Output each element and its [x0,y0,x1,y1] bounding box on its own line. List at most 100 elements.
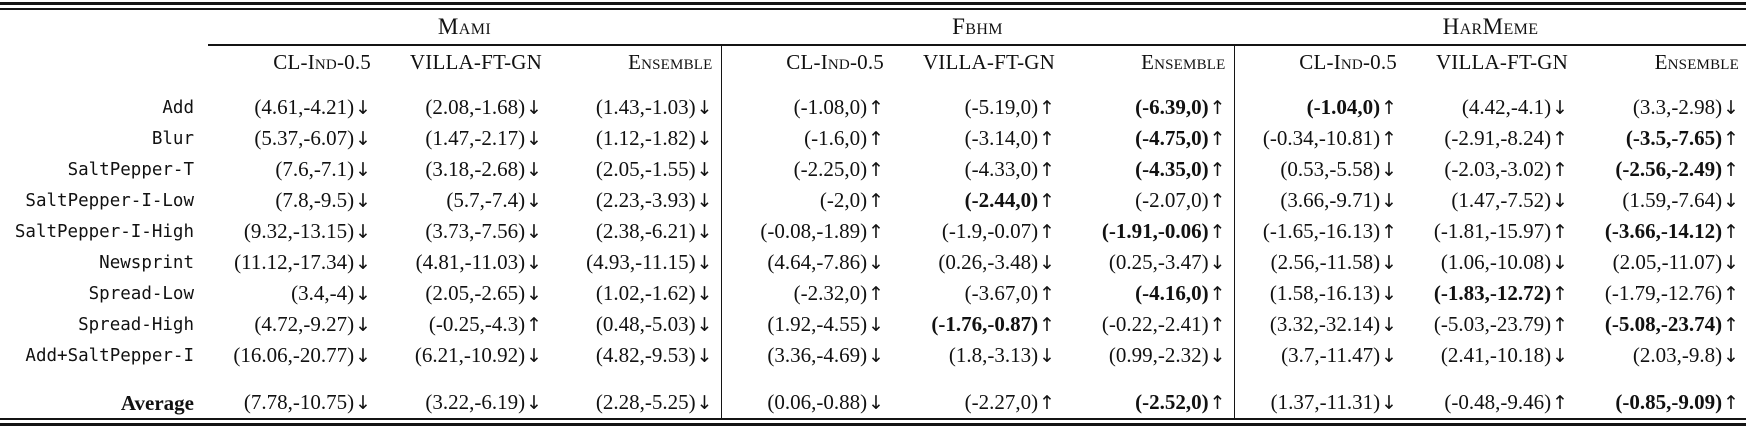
value-cell: (1.06,-10.08)↓ [1405,247,1576,278]
arrow-down-icon: ↓ [355,97,371,119]
value-cell: (3.32,-32.14)↓ [1233,309,1406,340]
arrow-down-icon: ↓ [696,97,713,119]
value-cell: (0.26,-3.48)↓ [892,247,1063,278]
delta-value: (7.6,-7.1) [275,157,355,181]
delta-value: (-1.83,-12.72) [1433,281,1552,305]
delta-value: (-1.08,0) [793,95,868,119]
delta-value: (4.81,-11.03) [415,250,526,274]
delta-value: (2.08,-1.68) [425,95,526,119]
value-cell: (-1.9,-0.07)↑ [892,216,1063,247]
value-cell: (1.47,-7.52)↓ [1405,185,1576,216]
table-row: Spread-High (4.72,-9.27)↓ (-0.25,-4.3)↑ (0.… [0,309,1746,340]
arrow-down-icon: ↓ [1552,97,1569,119]
value-cell: (-0.34,-10.81)↑ [1233,123,1406,154]
value-cell: (-2.03,-3.02)↑ [1405,154,1576,185]
delta-value: (3.7,-11.47) [1281,343,1381,367]
arrow-up-icon: ↑ [526,314,542,336]
delta-value: (-1.91,-0.06) [1101,219,1209,243]
delta-value: (1.47,-7.52) [1451,188,1552,212]
delta-value: (0.06,-0.88) [767,390,868,414]
column-header: CL-Ind-0.5 [1233,45,1406,78]
value-cell: (5.37,-6.07)↓ [208,123,379,154]
arrow-down-icon: ↓ [696,314,713,336]
value-cell: (-3.5,-7.65)↑ [1576,123,1746,154]
value-cell: (-0.25,-4.3)↑ [379,309,550,340]
average-row: Average (7.78,-10.75)↓ (3.22,-6.19)↓ (2.28,… [0,371,1746,418]
value-cell: (-0.22,-2.41)↑ [1063,309,1234,340]
arrow-up-icon: ↑ [1552,128,1569,150]
arrow-up-icon: ↑ [1723,221,1740,243]
arrow-down-icon: ↓ [1039,345,1056,367]
value-cell: (0.48,-5.03)↓ [550,309,721,340]
delta-value: (-3.14,0) [964,126,1039,150]
value-cell: (-4.33,0)↑ [892,154,1063,185]
value-cell: (7.6,-7.1)↓ [208,154,379,185]
value-cell: (2.05,-1.55)↓ [550,154,721,185]
delta-value: (-3.5,-7.65) [1625,126,1723,150]
arrow-down-icon: ↓ [1723,252,1740,274]
arrow-down-icon: ↓ [696,159,713,181]
arrow-down-icon: ↓ [868,314,885,336]
arrow-down-icon: ↓ [696,221,713,243]
row-label: Newsprint [99,252,194,273]
arrow-up-icon: ↑ [1209,392,1226,414]
column-header: VILLA-FT-GN [409,50,542,74]
arrow-up-icon: ↑ [1209,283,1226,305]
value-cell: (-2.07,0)↑ [1063,185,1234,216]
arrow-down-icon: ↓ [526,283,542,305]
delta-value: (-5.08,-23.74) [1604,312,1723,336]
value-cell: (-2.44,0)↑ [892,185,1063,216]
arrow-up-icon: ↑ [1039,283,1056,305]
value-cell: (4.42,-4.1)↓ [1405,78,1576,123]
arrow-up-icon: ↑ [1039,128,1056,150]
row-label: Spread-High [78,314,194,335]
arrow-down-icon: ↓ [1381,345,1398,367]
arrow-down-icon: ↓ [1381,392,1398,414]
arrow-down-icon: ↓ [355,159,371,181]
delta-value: (-2.56,-2.49) [1615,157,1723,181]
delta-value: (1.58,-16.13) [1269,281,1381,305]
delta-value: (2.05,-2.65) [425,281,526,305]
arrow-up-icon: ↑ [868,128,885,150]
value-cell: (-1.81,-15.97)↑ [1405,216,1576,247]
arrow-up-icon: ↑ [1723,128,1740,150]
arrow-down-icon: ↓ [355,252,371,274]
delta-value: (-3.67,0) [964,281,1039,305]
value-cell: (-0.85,-9.09)↑ [1576,371,1746,418]
value-cell: (-1.08,0)↑ [720,78,893,123]
column-header: CL-Ind-0.5 [720,45,893,78]
arrow-up-icon: ↑ [1723,392,1740,414]
value-cell: (-5.08,-23.74)↑ [1576,309,1746,340]
delta-value: (4.64,-7.86) [767,250,868,274]
arrow-down-icon: ↓ [868,252,885,274]
arrow-down-icon: ↓ [1723,190,1740,212]
arrow-down-icon: ↓ [1723,97,1740,119]
delta-value: (-0.85,-9.09) [1615,390,1723,414]
arrow-down-icon: ↓ [1209,345,1226,367]
arrow-up-icon: ↑ [868,159,885,181]
value-cell: (2.05,-11.07)↓ [1576,247,1746,278]
arrow-up-icon: ↑ [1039,190,1056,212]
arrow-down-icon: ↓ [1552,190,1569,212]
delta-value: (-4.35,0) [1135,157,1209,181]
value-cell: (4.61,-4.21)↓ [208,78,379,123]
delta-value: (11.12,-17.34) [234,250,355,274]
arrow-up-icon: ↑ [1381,221,1398,243]
column-header-row: CL-Ind-0.5 VILLA-FT-GN Ensemble CL-Ind-0.5 V… [0,45,1746,78]
arrow-down-icon: ↓ [526,128,542,150]
delta-value: (2.41,-10.18) [1440,343,1552,367]
value-cell: (2.41,-10.18)↓ [1405,340,1576,371]
value-cell: (-2.25,0)↑ [720,154,893,185]
delta-value: (-5.19,0) [964,95,1039,119]
value-cell: (3.66,-9.71)↓ [1233,185,1406,216]
arrow-up-icon: ↑ [1552,392,1569,414]
arrow-up-icon: ↑ [1039,221,1056,243]
value-cell: (-2.52,0)↑ [1063,371,1234,418]
arrow-up-icon: ↑ [1209,221,1226,243]
value-cell: (1.59,-7.64)↓ [1576,185,1746,216]
value-cell: (-3.14,0)↑ [892,123,1063,154]
table-row: Add+SaltPepper-I (16.06,-20.77)↓ (6.21,-10… [0,340,1746,371]
arrow-down-icon: ↓ [355,283,371,305]
delta-value: (-1.79,-12.76) [1604,281,1723,305]
